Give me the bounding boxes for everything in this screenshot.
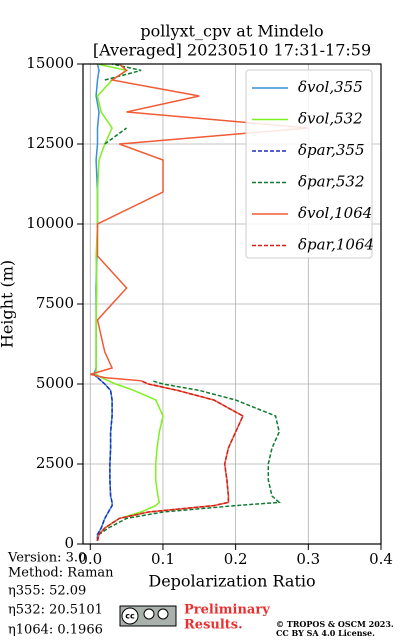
y-tick-label: 15000	[26, 54, 74, 72]
legend-label: δvol,1064	[298, 204, 372, 222]
legend: δvol,355 δvol,532 δpar,355 δpar,532 δvol,106…	[245, 69, 374, 259]
x-tick-label: 0.3	[296, 550, 320, 568]
legend-box	[245, 69, 373, 259]
y-axis-label: Height (m)	[0, 260, 17, 348]
plot-frame	[82, 63, 382, 545]
info-text: Method: Raman	[8, 566, 114, 581]
profile-line	[96, 380, 244, 541]
license: CC BY SA 4.0 License.	[276, 628, 375, 638]
legend-label: δvol,532	[298, 110, 363, 128]
x-axis-label: Depolarization Ratio	[148, 572, 315, 591]
info-text: η1064: 0.1966	[8, 623, 103, 638]
y-tick-label: 7500	[36, 294, 74, 312]
chart-subtitle: [Averaged] 20230510 17:31-17:59	[93, 41, 371, 60]
y-tick-label: 0	[64, 534, 74, 552]
y-tick-label: 12500	[26, 134, 74, 152]
copyright: © TROPOS & OSCM 2023.	[276, 619, 394, 629]
y-tick-label: 5000	[36, 374, 74, 392]
profile-line	[95, 63, 164, 541]
info-text: Version: 3.0	[7, 551, 86, 566]
x-tick-label: 0.2	[224, 550, 248, 568]
cc-text: cc	[125, 612, 135, 621]
info-text: η532: 20.5101	[8, 603, 103, 618]
legend-label: δpar,355	[298, 141, 365, 159]
info-text: η355: 52.09	[8, 584, 86, 599]
plot-area: 0.0 0.1 0.2 0.3 0.4 0 2500 5000 7500 10000 12500 15…	[26, 54, 393, 568]
x-tick-label: 0.4	[369, 550, 393, 568]
preliminary-text: Preliminary	[184, 603, 270, 618]
cc-logo: cc	[119, 605, 177, 627]
y-tick-label: 2500	[36, 454, 74, 472]
legend-label: δpar,1064	[298, 236, 374, 254]
legend-label: δvol,355	[298, 78, 363, 96]
chart-title: pollyxt_cpv at Mindelo	[140, 22, 323, 41]
legend-label: δpar,532	[298, 173, 365, 191]
x-tick-label: 0.1	[151, 550, 175, 568]
preliminary-text: Results.	[184, 618, 243, 633]
y-tick-label: 10000	[26, 214, 74, 232]
x-tick-label: 0.0	[78, 550, 102, 568]
profile-line	[93, 373, 113, 541]
